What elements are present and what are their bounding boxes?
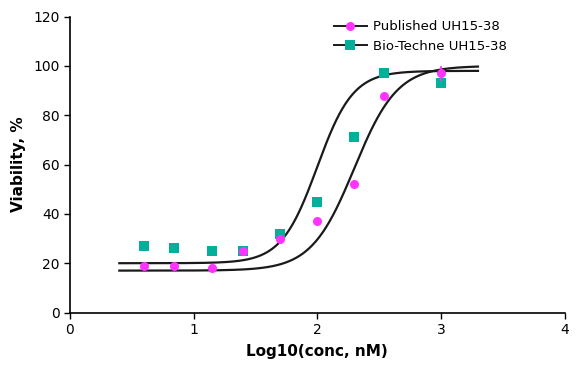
Legend: Published UH15-38, Bio-Techne UH15-38: Published UH15-38, Bio-Techne UH15-38 [334, 20, 507, 53]
Y-axis label: Viability, %: Viability, % [11, 117, 26, 212]
X-axis label: Log10(conc, nM): Log10(conc, nM) [246, 344, 388, 359]
